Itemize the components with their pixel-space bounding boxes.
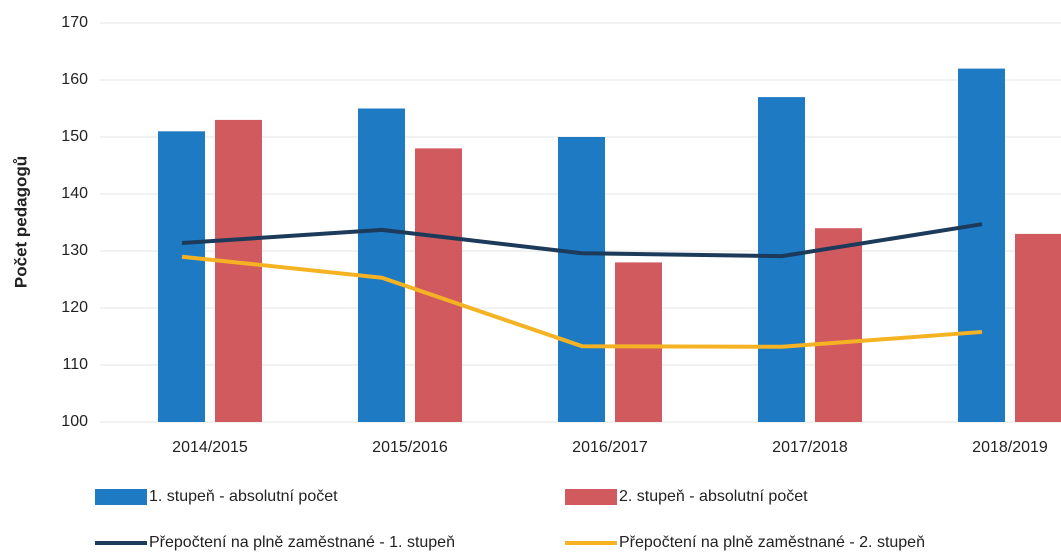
x-tick-label: 2017/2018 <box>772 439 848 456</box>
line-series <box>181 254 983 349</box>
bar <box>815 228 862 422</box>
legend-label: 1. stupeň - absolutní počet <box>149 488 338 505</box>
legend-label: Přepočtení na plně zaměstnané - 1. stupe… <box>149 534 455 551</box>
legend-label: Přepočtení na plně zaměstnané - 2. stupe… <box>619 534 925 551</box>
bar <box>158 131 205 423</box>
line-series <box>181 222 983 259</box>
bar <box>958 68 1005 422</box>
y-axis-label: Počet pedagogů <box>11 156 30 288</box>
x-tick-label: 2014/2015 <box>172 439 248 456</box>
y-tick-label: 110 <box>62 356 88 373</box>
legend-label: 2. stupeň - absolutní počet <box>619 488 808 505</box>
y-tick-label: 140 <box>61 185 88 202</box>
bar <box>558 137 605 422</box>
y-tick-label: 130 <box>61 242 88 259</box>
x-tick-label: 2016/2017 <box>572 439 648 456</box>
bar <box>615 262 662 422</box>
bar <box>358 108 405 422</box>
y-tick-label: 160 <box>61 71 88 88</box>
legend-swatch <box>565 489 617 505</box>
bar <box>758 97 805 422</box>
y-tick-label: 100 <box>61 413 88 430</box>
legend-swatch <box>95 489 147 505</box>
bar <box>415 148 462 422</box>
x-tick-label: 2015/2016 <box>372 439 448 456</box>
y-tick-label: 170 <box>61 14 88 31</box>
bar <box>1015 233 1061 422</box>
bar <box>215 119 262 423</box>
y-tick-label: 120 <box>61 299 88 316</box>
x-tick-label: 2018/2019 <box>972 439 1048 456</box>
y-tick-label: 150 <box>61 128 88 145</box>
